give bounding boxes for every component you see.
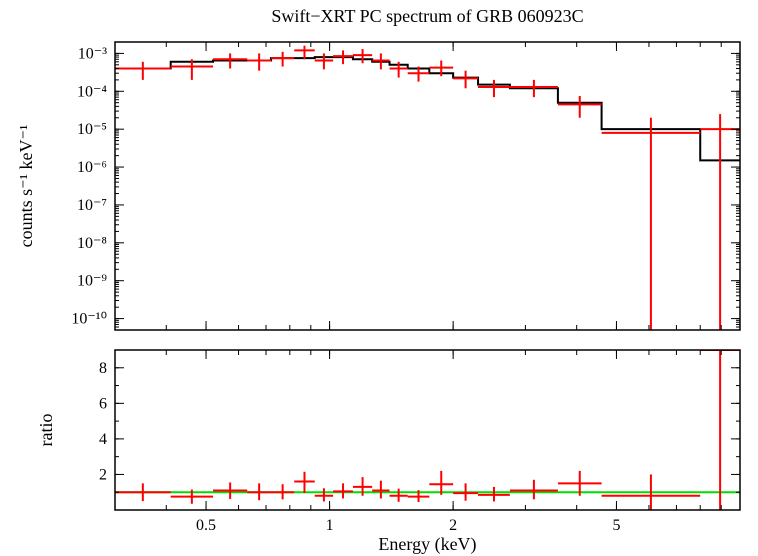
ytick-top-label: 10⁻⁷ — [77, 197, 107, 214]
xtick-label: 5 — [612, 517, 620, 534]
xtick-label: 0.5 — [196, 517, 216, 534]
ytick-top-label: 10⁻⁶ — [77, 159, 107, 176]
ytick-top-label: 10⁻⁹ — [77, 273, 107, 290]
ytick-top-label: 10⁻⁴ — [77, 83, 107, 100]
bottom-frame — [115, 350, 740, 510]
xlabel: Energy (keV) — [378, 534, 476, 555]
top-frame — [115, 42, 740, 330]
ylabel-top: counts s⁻¹ keV⁻¹ — [16, 125, 36, 248]
ytick-bottom-label: 2 — [99, 466, 107, 483]
ytick-top-label: 10⁻¹⁰ — [71, 311, 107, 328]
bottom-panel — [115, 350, 740, 510]
xtick-label: 1 — [326, 517, 334, 534]
chart-title: Swift−XRT PC spectrum of GRB 060923C — [271, 6, 583, 26]
ytick-bottom-label: 8 — [99, 360, 107, 377]
ytick-top-label: 10⁻⁸ — [77, 235, 107, 252]
ytick-top-label: 10⁻³ — [78, 45, 107, 62]
ytick-bottom-label: 6 — [99, 395, 107, 412]
spectrum-figure: Swift−XRT PC spectrum of GRB 060923C coun… — [0, 0, 758, 556]
ytick-top-label: 10⁻⁵ — [77, 121, 107, 138]
ylabel-bottom: ratio — [36, 414, 56, 447]
top-panel — [115, 46, 740, 330]
xtick-label: 2 — [449, 517, 457, 534]
ytick-bottom-label: 4 — [99, 431, 107, 448]
